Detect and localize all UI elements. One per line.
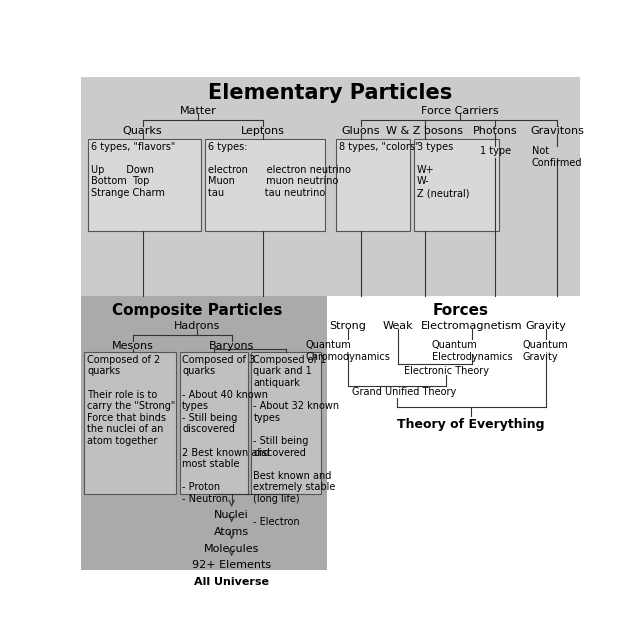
FancyBboxPatch shape — [327, 296, 580, 570]
FancyBboxPatch shape — [180, 352, 248, 494]
FancyBboxPatch shape — [80, 77, 580, 296]
Text: All Universe: All Universe — [194, 578, 269, 587]
FancyBboxPatch shape — [205, 138, 325, 231]
Text: 3 types

W+
W-
Z (neutral): 3 types W+ W- Z (neutral) — [417, 142, 469, 198]
Text: Nuclei: Nuclei — [214, 510, 249, 520]
Text: Molecules: Molecules — [204, 544, 260, 554]
Text: Not
Confirmed: Not Confirmed — [532, 146, 582, 168]
Text: Baryons: Baryons — [209, 341, 254, 351]
Text: Composed of 1
quark and 1
antiquark

- About 32 known
types

- Still being
disco: Composed of 1 quark and 1 antiquark - Ab… — [253, 355, 339, 528]
Text: Composed of 3
quarks

- About 40 known
types
- Still being
discovered

2 Best kn: Composed of 3 quarks - About 40 known ty… — [182, 355, 270, 504]
FancyBboxPatch shape — [80, 296, 327, 570]
Text: Atoms: Atoms — [214, 527, 249, 537]
Text: Strong: Strong — [330, 321, 366, 331]
Text: Leptons: Leptons — [241, 126, 285, 136]
Text: Theory of Everything: Theory of Everything — [397, 418, 545, 431]
Text: Quantum
Gravity: Quantum Gravity — [523, 340, 569, 362]
Text: Gravity: Gravity — [525, 321, 566, 331]
Text: Mesons: Mesons — [112, 341, 154, 351]
Text: Gluons: Gluons — [342, 126, 381, 136]
Text: Composed of 2
quarks

Their role is to
carry the "Strong"
Force that binds
the n: Composed of 2 quarks Their role is to ca… — [88, 355, 176, 446]
FancyBboxPatch shape — [88, 138, 201, 231]
Text: 6 types, "flavors"

Up       Down
Bottom  Top
Strange Charm: 6 types, "flavors" Up Down Bottom Top St… — [91, 142, 176, 198]
Text: Composite Particles: Composite Particles — [111, 303, 282, 317]
Text: Gravitons: Gravitons — [530, 126, 584, 136]
FancyBboxPatch shape — [84, 352, 176, 494]
Text: Photons: Photons — [473, 126, 517, 136]
Text: Grand Unified Theory: Grand Unified Theory — [352, 387, 456, 397]
Text: Hadrons: Hadrons — [174, 321, 220, 331]
Text: Electronic Theory: Electronic Theory — [404, 365, 489, 376]
Text: Force Carriers: Force Carriers — [421, 106, 499, 116]
Text: 1 type: 1 type — [480, 146, 511, 156]
FancyBboxPatch shape — [413, 138, 499, 231]
Text: 92+ Elements: 92+ Elements — [192, 560, 271, 570]
FancyBboxPatch shape — [336, 138, 410, 231]
Text: W & Z bosons: W & Z bosons — [386, 126, 463, 136]
Text: Elementary Particles: Elementary Particles — [208, 83, 452, 103]
Text: Weak: Weak — [383, 321, 413, 331]
Text: Quarks: Quarks — [123, 126, 162, 136]
Text: Forces: Forces — [432, 303, 488, 317]
Text: Matter: Matter — [180, 106, 216, 116]
Text: Quantum
Electrodynamics: Quantum Electrodynamics — [431, 340, 512, 362]
Text: Quantum
Chromodynamics: Quantum Chromodynamics — [305, 340, 390, 362]
Text: 8 types, "colors": 8 types, "colors" — [339, 142, 420, 152]
Text: Electromagnetism: Electromagnetism — [421, 321, 523, 331]
Text: 6 types:

electron      electron neutrino
Muon          muon neutrino
tau       : 6 types: electron electron neutrino Muon… — [207, 142, 350, 198]
FancyBboxPatch shape — [251, 352, 321, 494]
